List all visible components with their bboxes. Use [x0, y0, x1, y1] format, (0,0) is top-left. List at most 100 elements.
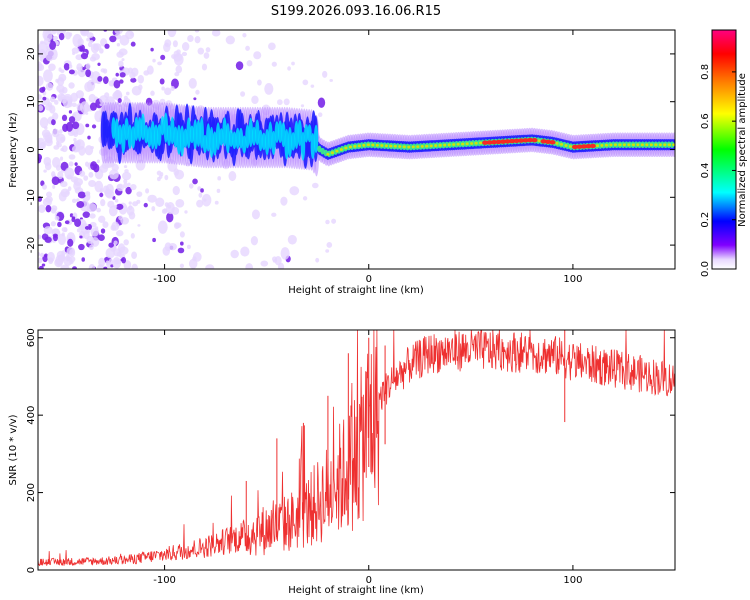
- spectral-speckle: [79, 235, 83, 239]
- spectral-speckle: [171, 206, 180, 215]
- chart-title: S199.2026.093.16.06.R15: [271, 4, 441, 19]
- spectral-speckle: [115, 203, 124, 210]
- spectral-speckle: [113, 204, 118, 209]
- spectral-speckle: [68, 32, 73, 37]
- ridge-peak: [589, 143, 596, 149]
- spectral-speckle: [108, 80, 116, 87]
- ridge-peak: [375, 143, 379, 147]
- ridge-peak: [559, 143, 564, 146]
- ridge-peak: [531, 138, 538, 143]
- spectral-speckle: [57, 77, 65, 86]
- spectral-speckle: [51, 176, 60, 185]
- spectral-speckle: [71, 217, 76, 223]
- spectral-speckle: [59, 129, 63, 134]
- ridge-highlight: [346, 143, 351, 151]
- spectrogram-x-label: Height of straight line (km): [288, 285, 424, 296]
- spectral-speckle: [150, 47, 154, 52]
- ridge-peak: [595, 144, 600, 148]
- ridge-peak: [491, 139, 498, 145]
- spectral-speckle: [45, 48, 55, 62]
- spectral-speckle: [48, 63, 56, 72]
- ridge-peak: [540, 139, 547, 144]
- ridge-peak: [411, 145, 415, 149]
- spectral-speckle: [115, 72, 119, 77]
- spectral-speckle: [89, 102, 97, 111]
- spectral-speckle: [43, 226, 53, 235]
- spectral-speckle: [86, 37, 91, 42]
- spectral-speckle: [78, 243, 85, 251]
- spectral-speckle: [49, 96, 56, 103]
- ridge-peak: [672, 143, 675, 147]
- spectral-speckle: [137, 74, 145, 84]
- colorbar-ticks: 0.0 0.2 0.4 0.6 0.8: [700, 64, 736, 277]
- spectral-speckle: [276, 99, 283, 106]
- spectral-speckle: [38, 75, 44, 87]
- snr-plot-area: [38, 330, 675, 567]
- ridge-highlight: [261, 132, 267, 151]
- spectral-speckle: [113, 259, 120, 265]
- ridge-highlight: [281, 122, 286, 148]
- ridge-highlight: [634, 141, 639, 149]
- spectral-speckle: [102, 76, 109, 85]
- spectral-speckle: [177, 247, 185, 254]
- spectral-speckle: [136, 199, 141, 204]
- snr-y-label: SNR (10 * v/v): [8, 414, 19, 485]
- ridge-peak: [425, 144, 429, 148]
- spectral-speckle: [125, 186, 132, 195]
- spectral-speckle: [111, 163, 119, 172]
- spectral-speckle: [60, 96, 67, 104]
- ridge-peak: [398, 145, 402, 148]
- spectral-speckle: [87, 135, 91, 140]
- ridge-peak: [465, 142, 469, 146]
- spectral-speckle: [80, 52, 89, 60]
- spectral-speckle: [123, 165, 128, 169]
- spectral-speckle: [120, 258, 124, 262]
- spectral-speckle: [175, 199, 185, 208]
- spectral-speckle: [186, 244, 191, 249]
- ridge-peak: [518, 138, 525, 143]
- ridge-highlight: [225, 122, 231, 154]
- ridge-highlight: [418, 143, 423, 150]
- spectral-speckle: [51, 228, 60, 236]
- spectral-speckle: [166, 212, 174, 223]
- spectral-speckle: [88, 179, 97, 187]
- spectral-speckle: [128, 205, 133, 211]
- spectral-speckle: [45, 205, 52, 213]
- spectral-speckle: [71, 102, 77, 107]
- spectral-speckle: [60, 255, 65, 259]
- ridge-peak: [456, 142, 460, 146]
- spectral-speckle: [211, 30, 221, 37]
- ridge-peak: [568, 145, 573, 148]
- spectral-speckle: [315, 257, 320, 263]
- spectral-speckle: [52, 233, 58, 238]
- snr-x-axis: -100 0 100: [153, 330, 582, 586]
- spectral-speckle: [181, 42, 190, 51]
- y-tick-label: 400: [26, 406, 37, 425]
- y-tick-label: 0: [26, 146, 37, 152]
- spectral-speckle: [96, 207, 101, 213]
- ridge-highlight: [349, 143, 355, 151]
- spectral-speckle: [331, 218, 337, 224]
- spectral-speckle: [123, 182, 128, 189]
- spectral-speckle: [192, 178, 198, 185]
- spectral-speckle: [111, 221, 120, 231]
- spectral-speckle: [39, 141, 47, 150]
- spectral-speckle: [61, 250, 67, 256]
- ridge-peak: [461, 142, 465, 146]
- ridge-peak: [434, 144, 438, 147]
- ridge-peak: [649, 143, 653, 147]
- spectral-speckle: [65, 121, 74, 132]
- ridge-peak: [549, 140, 556, 145]
- spectral-speckle: [91, 163, 95, 167]
- spectral-speckle: [245, 263, 253, 269]
- ridge-peak: [429, 144, 433, 148]
- spectral-speckle: [38, 257, 43, 264]
- spectral-speckle: [64, 220, 70, 225]
- spectral-speckle: [39, 117, 49, 129]
- spectral-speckle: [49, 105, 56, 114]
- spectral-speckle: [117, 97, 122, 104]
- ridge-highlight: [637, 141, 642, 149]
- spectral-speckle: [73, 181, 81, 191]
- spectral-speckle: [59, 136, 65, 142]
- spectral-speckle: [287, 234, 297, 245]
